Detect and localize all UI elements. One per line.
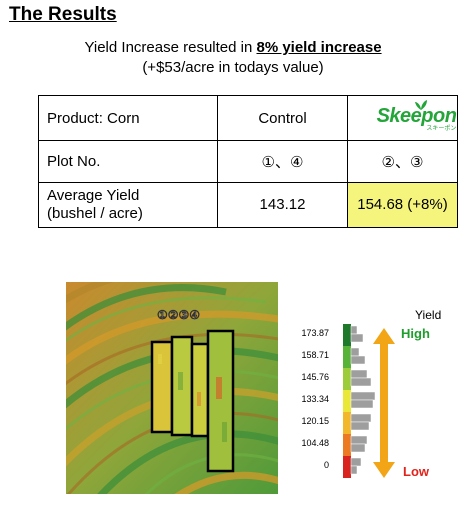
leaf-icon: [415, 99, 428, 110]
legend-tick: 145.76: [301, 372, 329, 382]
legend-tick: 120.15: [301, 416, 329, 426]
product-cell: Product: Corn: [38, 95, 218, 141]
skeepon-plots-cell: ②、③: [347, 140, 458, 183]
legend-tick: 104.48: [301, 438, 329, 448]
legend-color-histogram: [343, 324, 376, 478]
yield-map: ①②③④: [43, 268, 298, 512]
plot-number-labels: ①②③④: [157, 308, 200, 322]
legend-high-label: High: [401, 326, 430, 341]
skeepon-header-cell: Skeepon スキーポン: [347, 95, 458, 141]
legend-title: Yield: [415, 308, 442, 322]
yield-label-cell: Average Yield (bushel / acre): [38, 182, 218, 228]
legend-tick: 133.34: [301, 394, 329, 404]
yield-map-image: ①②③④: [43, 268, 298, 512]
table-header-row: Product: Corn Control Skeepon スキーポン: [38, 95, 458, 141]
summary-value-note: (+$53/acre in todays value): [142, 59, 324, 76]
skeepon-yield-cell: 154.68 (+8%): [347, 182, 458, 228]
summary-emphasis: 8% yield increase: [256, 39, 382, 56]
high-low-arrow-icon: [373, 328, 395, 478]
legend-tick: 158.71: [301, 350, 329, 360]
skeepon-logo: Skeepon スキーポン: [377, 99, 457, 132]
control-yield-cell: 143.12: [217, 182, 348, 228]
control-header-cell: Control: [217, 95, 348, 141]
legend-tick: 0: [323, 460, 329, 470]
summary-prefix: Yield Increase resulted in: [84, 39, 257, 56]
page-title: The Results: [9, 4, 117, 25]
legend-tick: 173.87: [301, 328, 329, 338]
legend-low-label: Low: [403, 464, 429, 479]
control-plots-cell: ①、④: [217, 140, 348, 183]
results-table: Product: Corn Control Skeepon スキーポン Plot…: [38, 95, 458, 228]
plot-label-cell: Plot No.: [38, 140, 218, 183]
yield-label-line2: (bushel / acre): [47, 205, 143, 222]
plot-number-row: Plot No. ①、④ ②、③: [38, 140, 458, 183]
yield-label-line1: Average Yield: [47, 187, 140, 204]
skeepon-logo-word: Skeepon: [376, 104, 457, 127]
results-summary: Yield Increase resulted in 8% yield incr…: [0, 38, 466, 78]
average-yield-row: Average Yield (bushel / acre) 143.12 154…: [38, 182, 458, 228]
skeepon-logo-subtext: スキーポン: [426, 125, 457, 132]
yield-legend: 173.87 158.71 145.76 133.34 120.15 104.4…: [301, 296, 465, 496]
